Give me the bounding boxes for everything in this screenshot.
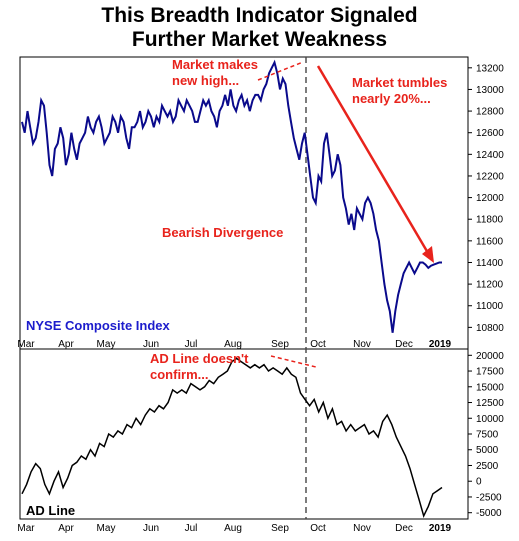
bottom-ytick-label: 20000 (476, 351, 504, 362)
top-divergence-trendline (257, 61, 304, 81)
top-xtick-label: 2019 (429, 339, 452, 350)
anno-new-high: Market makes new high... (172, 57, 258, 88)
top-ytick-label: 11400 (476, 258, 504, 269)
bottom-ytick-label: 7500 (476, 430, 499, 441)
bottom-xtick-label: Jun (143, 523, 159, 534)
ad-divergence-trendline (270, 355, 317, 368)
chart-title: This Breadth Indicator Signaled Further … (0, 4, 519, 52)
top-ytick-label: 12200 (476, 171, 504, 182)
tumble-arrow-head (422, 246, 434, 263)
bottom-ytick-label: 15000 (476, 382, 504, 393)
top-ytick-label: 11000 (476, 301, 504, 312)
bottom-y-axis: -5000 -2500 0 2500 5000 7500 10000 12500 15000 17… (468, 351, 504, 519)
ad-series-line (21, 357, 443, 518)
bottom-xtick-label: Jul (185, 523, 198, 534)
bottom-ytick-label: 17500 (476, 367, 504, 378)
top-y-axis: 10800 11000 11200 11400 11600 11800 12000 12200… (468, 63, 504, 334)
bottom-xtick-label: Dec (395, 523, 413, 534)
bottom-xtick-label: Aug (224, 523, 242, 534)
top-xtick-label: Jul (185, 339, 198, 350)
bottom-ytick-label: -2500 (476, 492, 502, 503)
top-ytick-label: 11200 (476, 280, 504, 291)
bottom-xtick-label: Mar (17, 523, 35, 534)
top-ytick-label: 13000 (476, 85, 504, 96)
bottom-xtick-label: Apr (58, 523, 74, 534)
chart-title-line-2: Further Market Weakness (131, 28, 388, 51)
bottom-ytick-label: 5000 (476, 445, 499, 456)
anno-ad-confirm: AD Line doesn't confirm... (150, 351, 249, 382)
top-ytick-label: 11600 (476, 236, 504, 247)
chart-title-line-1: This Breadth Indicator Signaled (101, 4, 418, 27)
bottom-panel-frame (19, 348, 469, 520)
bottom-xtick-label: Oct (310, 523, 326, 534)
top-xtick-label: Dec (395, 339, 413, 350)
top-ytick-label: 12400 (476, 150, 504, 161)
top-ytick-label: 13200 (476, 63, 504, 74)
top-xtick-label: May (97, 339, 116, 350)
top-xtick-label: Oct (310, 339, 326, 350)
bottom-ytick-label: -5000 (476, 508, 502, 519)
bottom-xtick-label: 2019 (429, 523, 452, 534)
top-ytick-label: 11800 (476, 215, 504, 226)
top-xtick-label: Jun (143, 339, 159, 350)
bottom-ytick-label: 0 (476, 477, 482, 488)
bottom-ytick-label: 2500 (476, 461, 499, 472)
nyse-series-line (21, 59, 442, 333)
bottom-xtick-label: Sep (271, 523, 289, 534)
bottom-ytick-label: 10000 (476, 414, 504, 425)
top-ytick-label: 10800 (476, 323, 504, 334)
top-xtick-label: Apr (58, 339, 74, 350)
anno-divergence: Bearish Divergence (162, 225, 283, 240)
bottom-xtick-label: May (97, 523, 116, 534)
top-ytick-label: 12000 (476, 193, 504, 204)
top-xtick-label: Mar (17, 339, 35, 350)
bottom-ytick-label: 12500 (476, 398, 504, 409)
top-xtick-label: Aug (224, 339, 242, 350)
bottom-x-axis: Mar Apr May Jun Jul Aug Sep Oct Nov Dec 2019 (17, 523, 451, 534)
anno-tumble: Market tumbles nearly 20%... (352, 75, 447, 106)
tumble-arrow-shaft (316, 65, 430, 254)
top-xtick-label: Sep (271, 339, 289, 350)
top-xtick-label: Nov (353, 339, 371, 350)
top-ytick-label: 12600 (476, 128, 504, 139)
ad-series-label: AD Line (26, 503, 75, 518)
nyse-series-label: NYSE Composite Index (26, 318, 171, 333)
top-ytick-label: 12800 (476, 107, 504, 118)
top-x-axis: Mar Apr May Jun Jul Aug Sep Oct Nov Dec 2019 (17, 339, 451, 350)
bottom-xtick-label: Nov (353, 523, 371, 534)
